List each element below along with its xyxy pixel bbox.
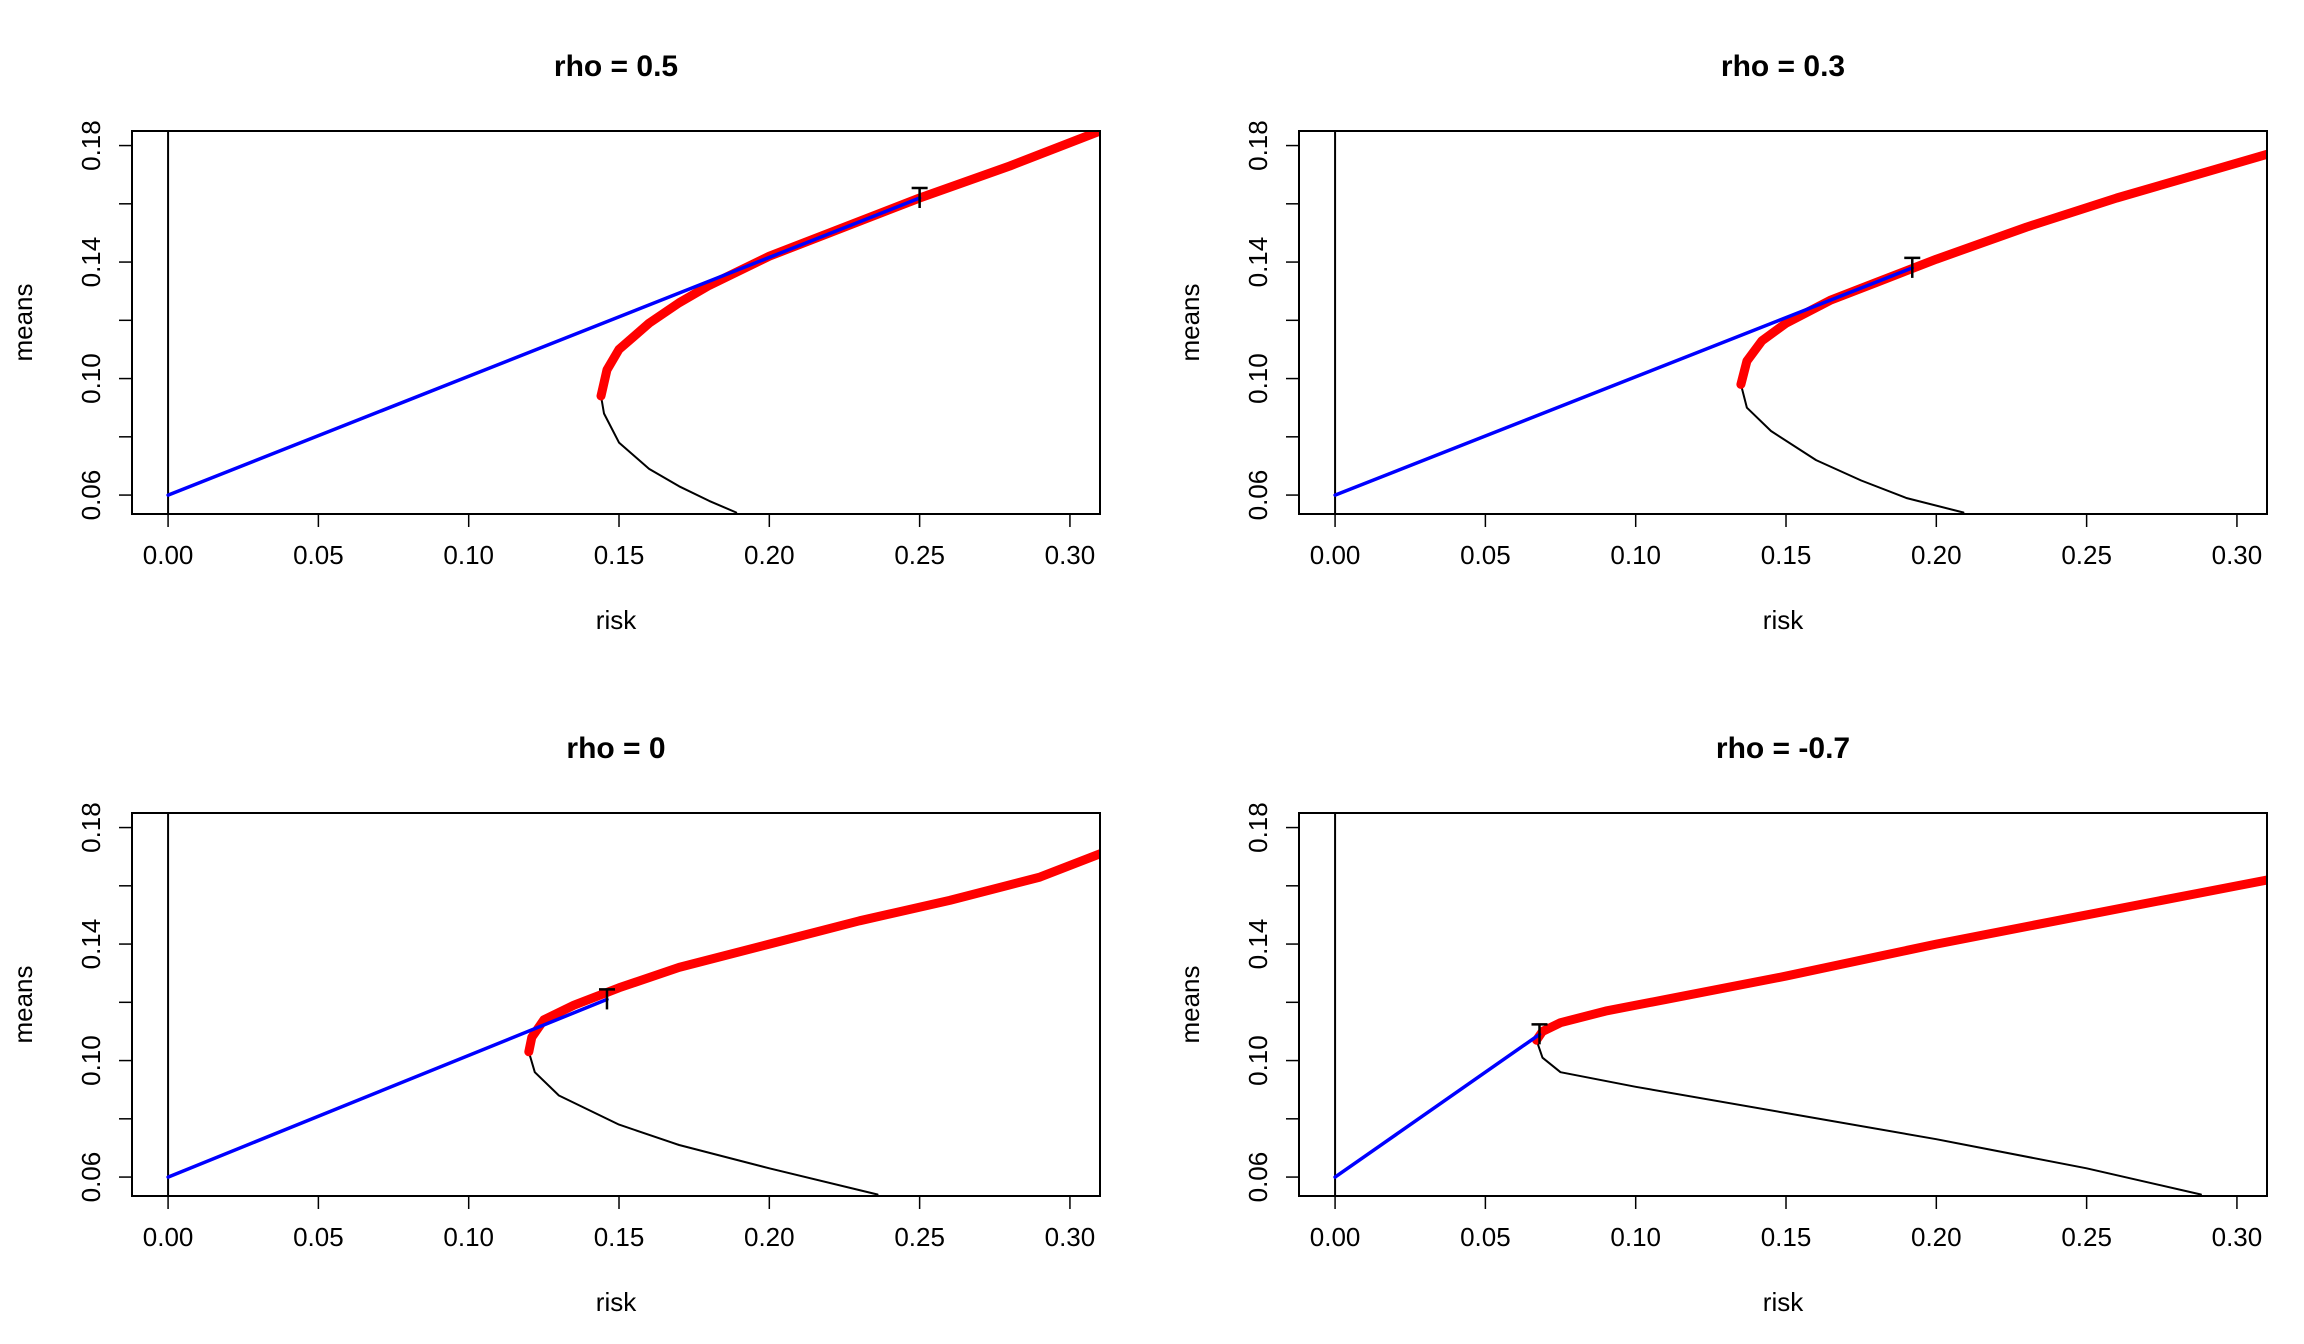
chart-title: rho = 0 [566,732,665,765]
y-tick-label: 0.10 [1243,1035,1273,1086]
y-tick-label: 0.06 [1243,1152,1273,1203]
plot-area [166,131,1100,514]
plot-frame [131,130,1101,515]
x-tick-label: 0.15 [594,540,645,570]
x-tick-label: 0.30 [2212,540,2263,570]
x-axis-label: risk [596,605,637,635]
y-tick-label: 0.18 [1243,802,1273,853]
capital-market-line [1333,266,1915,497]
tangency-marker [911,186,928,208]
x-tick-label: 0.15 [1761,1222,1812,1252]
y-tick-label: 0.10 [1243,353,1273,404]
y-tick-label: 0.06 [76,470,106,521]
plot-area [166,849,1100,1196]
chart-title: rho = -0.7 [1716,732,1850,765]
x-tick-label: 0.05 [1460,540,1511,570]
chart-panel-3: rho = 0 0.00 0.05 0.10 0.15 0.20 0.25 0.30 0.06 0… [8,732,1101,1317]
chart-panel-4: rho = -0.7 0.00 0.05 0.10 0.15 0.20 0.25 0.30 0.… [1175,732,2268,1317]
y-tick-label: 0.18 [76,802,106,853]
x-tick-label: 0.10 [1610,1222,1661,1252]
capital-market-line [1333,1032,1542,1179]
y-tick-label: 0.14 [1243,237,1273,288]
y-tick-label: 0.14 [76,919,106,970]
x-tick-label: 0.10 [1610,540,1661,570]
plot-frame [1298,812,2268,1197]
x-tick-label: 0.05 [1460,1222,1511,1252]
inefficient-frontier-line [600,395,738,514]
capital-market-line [166,196,922,497]
tangency-marker [1531,1023,1548,1045]
x-tick-label: 0.00 [143,1222,194,1252]
plot-frame [131,812,1101,1197]
x-tick-label: 0.00 [143,540,194,570]
x-tick-label: 0.25 [894,1222,945,1252]
x-tick-label: 0.15 [594,1222,645,1252]
chart-title: rho = 0.3 [1721,50,1845,83]
capital-market-line [166,997,609,1179]
x-tick-label: 0.15 [1761,540,1812,570]
x-axis-label: risk [1763,1287,1804,1317]
x-tick-label: 0.20 [744,1222,795,1252]
x-axis-label: risk [1763,605,1804,635]
y-tick-label: 0.10 [76,1035,106,1086]
inefficient-frontier-line [527,1050,879,1196]
y-tick-label: 0.14 [76,237,106,288]
x-tick-label: 0.30 [2212,1222,2263,1252]
y-tick-label: 0.18 [1243,120,1273,171]
y-axis-label: means [8,965,38,1043]
x-tick-label: 0.30 [1045,1222,1096,1252]
x-tick-label: 0.30 [1045,540,1096,570]
y-axis-label: means [1175,965,1205,1043]
inefficient-frontier-line [1535,1039,2202,1196]
x-tick-label: 0.00 [1310,540,1361,570]
tangency-marker [1904,256,1921,278]
y-tick-label: 0.06 [1243,470,1273,521]
y-tick-label: 0.06 [76,1152,106,1203]
chart-panel-1: rho = 0.5 0.00 0.05 0.10 0.15 0.20 0.25 0.30 0.0… [8,50,1101,635]
plot-area [1333,875,2267,1196]
inefficient-frontier-line [1739,383,1965,514]
y-axis-label: means [1175,283,1205,361]
plot-frame [1298,130,2268,515]
x-tick-label: 0.25 [894,540,945,570]
chart-title: rho = 0.5 [554,50,678,83]
plot-area [1333,149,2267,514]
x-tick-label: 0.25 [2061,1222,2112,1252]
x-tick-label: 0.00 [1310,1222,1361,1252]
y-axis-label: means [8,283,38,361]
x-tick-label: 0.10 [443,1222,494,1252]
x-tick-label: 0.20 [744,540,795,570]
x-tick-label: 0.05 [293,1222,344,1252]
x-axis-label: risk [596,1287,637,1317]
y-tick-label: 0.10 [76,353,106,404]
tangency-marker [598,988,615,1010]
x-tick-label: 0.20 [1911,540,1962,570]
chart-panel-2: rho = 0.3 0.00 0.05 0.10 0.15 0.20 0.25 0.30 0.0… [1175,50,2268,635]
efficient-frontier-line [596,131,1100,401]
x-tick-label: 0.25 [2061,540,2112,570]
efficient-frontier-line [1532,875,2267,1045]
x-tick-label: 0.10 [443,540,494,570]
x-tick-label: 0.05 [293,540,344,570]
y-tick-label: 0.14 [1243,919,1273,970]
x-tick-label: 0.20 [1911,1222,1962,1252]
y-tick-label: 0.18 [76,120,106,171]
